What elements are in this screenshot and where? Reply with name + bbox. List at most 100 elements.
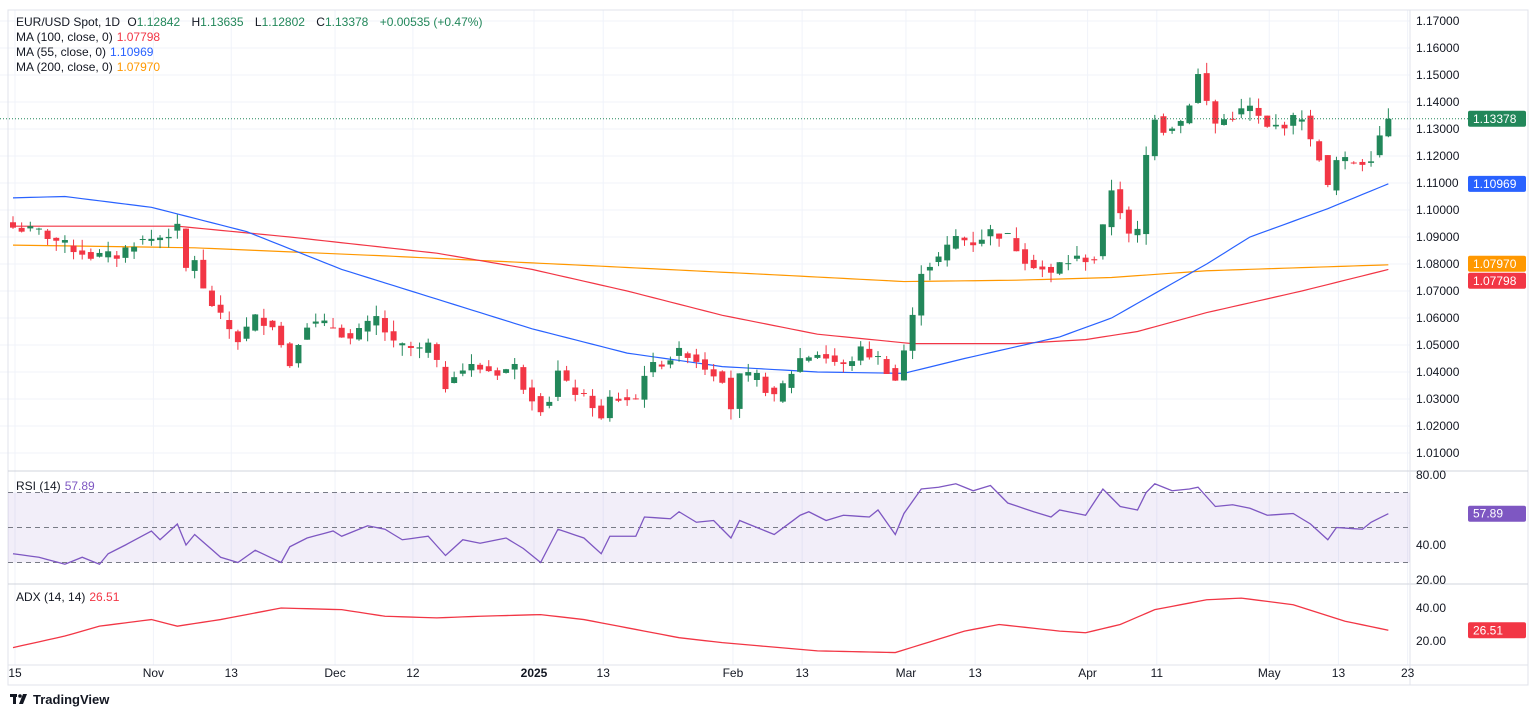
candle <box>520 364 527 394</box>
candle <box>1298 110 1305 131</box>
tradingview-logo[interactable]: TradingView <box>10 692 109 707</box>
candle <box>1342 151 1349 170</box>
candle <box>926 262 933 281</box>
open-label: O <box>127 15 137 29</box>
adx-tick-label: 20.00 <box>1416 634 1446 648</box>
candle <box>1160 113 1167 136</box>
candle <box>157 235 164 249</box>
high-label: H <box>191 15 201 29</box>
candle-body <box>693 354 700 362</box>
candle <box>1004 232 1011 235</box>
candle-body <box>278 325 285 346</box>
candle <box>1056 262 1063 276</box>
candle-body <box>710 369 717 377</box>
candle <box>1048 263 1054 283</box>
candle <box>563 365 570 382</box>
candle-body <box>399 343 406 346</box>
time-tick-label: 13 <box>597 666 611 680</box>
candle-body <box>1333 160 1340 191</box>
candle <box>883 355 890 374</box>
candle <box>27 221 34 232</box>
candle-body <box>987 229 994 237</box>
candle <box>390 320 397 348</box>
candle-body <box>321 320 328 324</box>
rsi-line <box>12 482 1389 566</box>
candle-body <box>35 228 42 230</box>
candle-body <box>1359 161 1366 165</box>
candle <box>468 354 475 377</box>
candle-body <box>1022 249 1029 264</box>
candle-body <box>996 233 1003 239</box>
candle <box>35 227 42 235</box>
price-tick-label: 1.06000 <box>1416 311 1460 325</box>
price-tick-label: 1.16000 <box>1416 41 1460 55</box>
candle <box>935 252 942 267</box>
rsi-legend[interactable]: RSI (14) 57.89 <box>16 479 99 493</box>
candle-body <box>753 372 760 380</box>
time-tick-label: May <box>1258 666 1281 680</box>
candle <box>1229 111 1236 122</box>
candle <box>1186 103 1193 125</box>
rsi-label: RSI (14) <box>16 479 61 493</box>
candle-body <box>952 236 959 249</box>
candle-body <box>61 240 68 243</box>
candle-body <box>1385 118 1392 137</box>
candle <box>710 364 717 382</box>
tradingview-logo-icon <box>10 694 27 704</box>
candle-body <box>27 226 34 229</box>
time-tick-label: 12 <box>406 666 420 680</box>
time-tick-label: Dec <box>324 666 345 680</box>
candle <box>1117 181 1124 220</box>
candle-body <box>615 398 622 401</box>
candle-body <box>442 366 449 390</box>
candle-body <box>252 314 259 331</box>
candle <box>745 363 752 382</box>
last-price-label: 1.13378 <box>1473 112 1517 126</box>
price-tick-label: 1.04000 <box>1416 365 1460 379</box>
candle <box>1324 155 1331 188</box>
ma200-legend[interactable]: MA (200, close, 0) 1.07970 <box>16 60 164 74</box>
price-tick-label: 1.07000 <box>1416 284 1460 298</box>
candle <box>1073 246 1080 262</box>
candle <box>243 317 250 342</box>
candle-body <box>676 347 683 356</box>
candle-body <box>1082 257 1089 263</box>
candle <box>529 379 535 411</box>
candle-body <box>736 373 743 409</box>
ma100-badge <box>1468 272 1526 289</box>
adx-legend[interactable]: ADX (14, 14) 26.51 <box>16 590 123 604</box>
candle <box>676 341 683 362</box>
ma100-legend[interactable]: MA (100, close, 0) 1.07798 <box>16 30 164 44</box>
candle-body <box>96 252 103 257</box>
ma55-legend[interactable]: MA (55, close, 0) 1.10969 <box>16 45 157 59</box>
ma200-line <box>12 244 1389 283</box>
candle <box>321 313 328 327</box>
candle <box>442 361 449 393</box>
candle <box>226 311 233 339</box>
candle-body <box>503 369 510 373</box>
candle-body <box>1048 266 1054 273</box>
candle <box>1082 254 1089 271</box>
candle-body <box>624 397 631 401</box>
candle <box>183 228 189 272</box>
time-tick-label: 13 <box>225 666 239 680</box>
candle <box>944 236 951 267</box>
candle <box>451 371 458 384</box>
candle <box>684 351 691 364</box>
candle-body <box>667 360 674 365</box>
candle-body <box>779 383 786 402</box>
candle <box>1238 98 1245 119</box>
candle-body <box>632 398 639 400</box>
candle-body <box>1376 135 1383 156</box>
candle <box>1099 224 1106 260</box>
candle-body <box>745 372 752 376</box>
candle <box>347 329 354 345</box>
candle-body <box>1212 101 1219 124</box>
change-value: +0.00535 (+0.47%) <box>379 15 483 29</box>
candle-body <box>347 333 354 339</box>
candle <box>1108 179 1115 236</box>
candle-body <box>805 357 812 361</box>
candle-body <box>1316 141 1323 161</box>
